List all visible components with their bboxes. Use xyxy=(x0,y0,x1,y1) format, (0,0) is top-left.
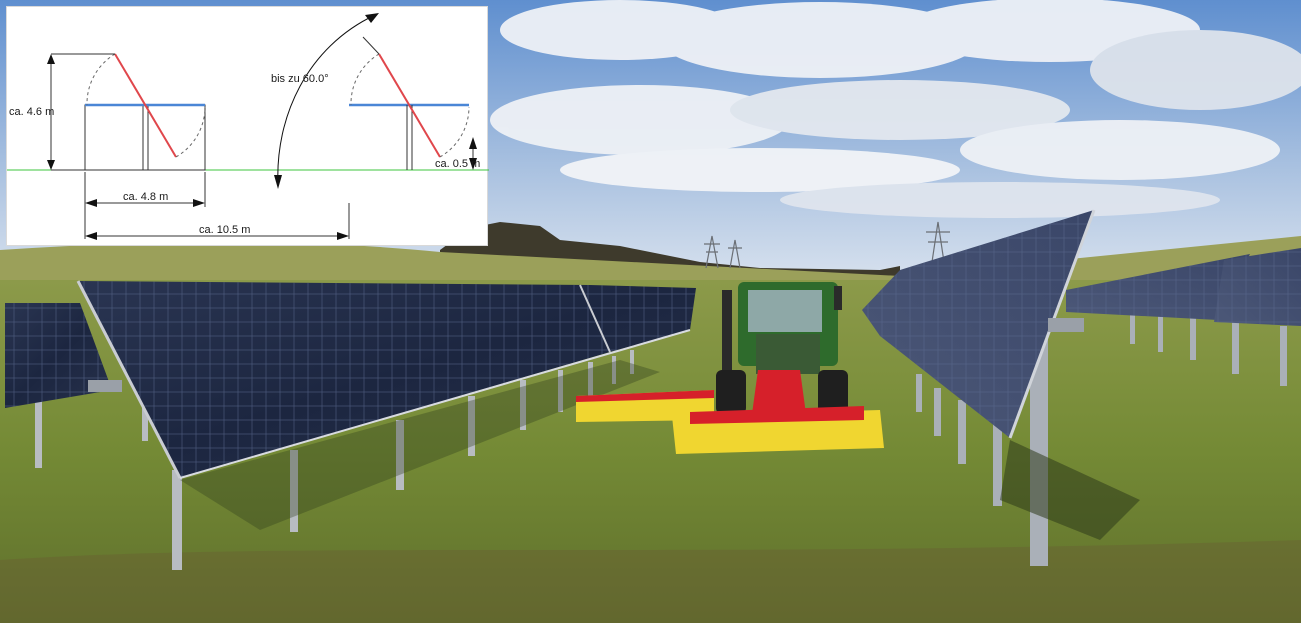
tractor-icon xyxy=(716,282,848,414)
tilt-label: bis zu 60.0° xyxy=(271,73,329,85)
solar-panel-row-right xyxy=(862,209,1301,566)
mower-icon xyxy=(576,370,884,454)
tilt-arc xyxy=(274,13,379,189)
clearance-label: ca. 0.5 m xyxy=(435,158,480,170)
dimension-diagram: ca. 4.6 m ca. 4.8 m ca. 10.5 m bis zu 60… xyxy=(6,6,489,246)
solar-panel-row-left xyxy=(5,280,696,570)
clouds xyxy=(490,0,1301,218)
spacing-label: ca. 10.5 m xyxy=(199,224,250,236)
tracker-right xyxy=(349,36,477,170)
width-dimension xyxy=(84,172,350,240)
power-pylons xyxy=(704,221,950,269)
tracker-left xyxy=(47,53,206,171)
width-label: ca. 4.8 m xyxy=(123,191,168,203)
height-label: ca. 4.6 m xyxy=(9,106,54,118)
